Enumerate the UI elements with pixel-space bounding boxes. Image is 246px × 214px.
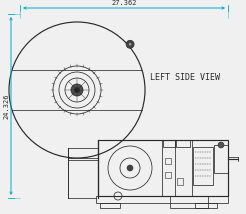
Bar xyxy=(163,140,175,147)
Text: 24.326: 24.326 xyxy=(3,93,10,119)
Bar xyxy=(177,178,183,185)
Bar xyxy=(214,145,228,173)
Circle shape xyxy=(127,165,133,171)
Bar xyxy=(165,158,171,164)
Circle shape xyxy=(71,84,83,96)
Bar xyxy=(195,203,217,208)
Bar xyxy=(68,148,98,160)
Text: LEFT SIDE VIEW: LEFT SIDE VIEW xyxy=(150,73,220,83)
Circle shape xyxy=(126,40,134,48)
Text: 27.362: 27.362 xyxy=(111,0,137,6)
Bar xyxy=(96,196,228,203)
Bar xyxy=(176,140,190,147)
Bar xyxy=(165,172,171,178)
Circle shape xyxy=(218,142,224,148)
Bar xyxy=(193,147,213,185)
Bar xyxy=(100,203,120,208)
Bar xyxy=(98,140,228,196)
Bar xyxy=(170,196,208,208)
Circle shape xyxy=(75,88,79,92)
Circle shape xyxy=(129,43,132,46)
